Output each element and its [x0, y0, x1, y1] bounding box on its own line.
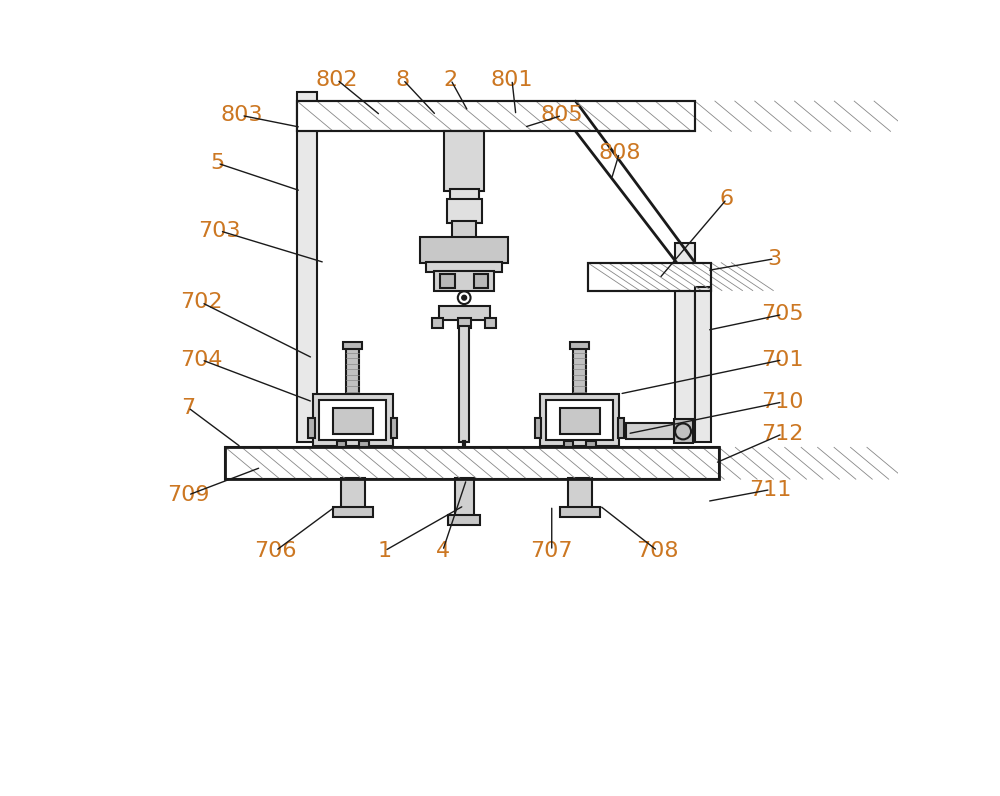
- Bar: [297, 101, 695, 131]
- Bar: [341, 478, 365, 509]
- Bar: [432, 318, 443, 328]
- Text: 5: 5: [210, 153, 225, 174]
- Text: 701: 701: [761, 349, 804, 370]
- Bar: [447, 199, 482, 223]
- Bar: [674, 419, 693, 443]
- Bar: [588, 263, 711, 291]
- Bar: [346, 346, 359, 394]
- Text: 704: 704: [180, 349, 223, 370]
- Bar: [420, 237, 508, 263]
- Text: 803: 803: [220, 105, 263, 126]
- Text: 709: 709: [167, 485, 209, 505]
- Bar: [333, 507, 373, 517]
- Bar: [586, 441, 596, 447]
- Text: 805: 805: [541, 105, 583, 126]
- Text: 710: 710: [761, 392, 804, 412]
- Bar: [439, 306, 490, 320]
- Bar: [568, 478, 592, 509]
- Text: 808: 808: [598, 142, 641, 163]
- Text: 712: 712: [761, 423, 804, 444]
- Bar: [297, 101, 695, 131]
- Bar: [297, 92, 317, 442]
- Bar: [485, 318, 496, 328]
- Text: 702: 702: [180, 292, 223, 313]
- Bar: [564, 441, 573, 447]
- Text: 711: 711: [749, 479, 792, 500]
- Text: 7: 7: [181, 397, 195, 418]
- Text: 802: 802: [316, 69, 358, 90]
- Bar: [540, 394, 619, 446]
- Circle shape: [462, 295, 467, 300]
- Text: 708: 708: [636, 540, 679, 561]
- Bar: [618, 418, 624, 438]
- Bar: [459, 326, 469, 442]
- Bar: [343, 342, 362, 349]
- Bar: [560, 507, 600, 517]
- Text: 3: 3: [768, 248, 782, 269]
- Bar: [450, 189, 479, 203]
- Bar: [474, 274, 488, 288]
- Text: 2: 2: [444, 69, 458, 90]
- Bar: [626, 423, 678, 439]
- Bar: [560, 408, 600, 434]
- Text: 6: 6: [720, 189, 734, 209]
- Bar: [225, 447, 719, 479]
- Bar: [573, 346, 586, 394]
- Text: 706: 706: [254, 540, 297, 561]
- Text: 703: 703: [199, 220, 241, 241]
- Text: 705: 705: [761, 304, 804, 325]
- Bar: [225, 447, 719, 479]
- Text: 8: 8: [396, 69, 410, 90]
- Bar: [452, 221, 476, 239]
- Text: 801: 801: [491, 69, 533, 90]
- Bar: [337, 441, 346, 447]
- Bar: [695, 287, 711, 442]
- Bar: [455, 478, 474, 517]
- Bar: [535, 418, 541, 438]
- Bar: [440, 274, 455, 288]
- Bar: [546, 400, 613, 440]
- Bar: [458, 318, 471, 328]
- Bar: [570, 342, 589, 349]
- Bar: [675, 243, 695, 442]
- Text: 4: 4: [436, 540, 450, 561]
- Bar: [333, 408, 373, 434]
- Bar: [391, 418, 397, 438]
- Text: 1: 1: [378, 540, 392, 561]
- Bar: [313, 394, 393, 446]
- Bar: [434, 271, 494, 291]
- Bar: [308, 418, 315, 438]
- Bar: [448, 515, 480, 525]
- Bar: [426, 262, 502, 272]
- Text: 707: 707: [530, 540, 573, 561]
- Bar: [444, 131, 484, 191]
- Bar: [588, 263, 711, 291]
- Bar: [319, 400, 386, 440]
- Bar: [359, 441, 369, 447]
